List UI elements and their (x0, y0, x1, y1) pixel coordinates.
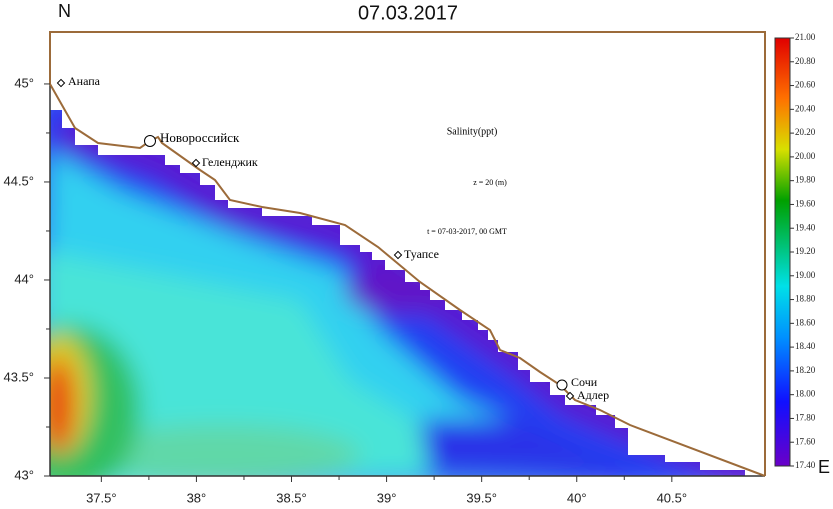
y-tick-label: 43.5° (3, 369, 34, 384)
east-label: E (818, 457, 830, 477)
x-tick-label: 37.5° (86, 490, 117, 505)
city-label: Анапа (68, 74, 101, 88)
colorbar-tick-label: 17.80 (795, 413, 816, 423)
colorbar-tick-label: 18.20 (795, 365, 816, 375)
city-marker (556, 379, 568, 391)
map-title: 07.03.2017 (358, 2, 458, 24)
city-marker (144, 135, 156, 147)
colorbar-tick-label: 19.00 (795, 270, 816, 280)
colorbar-tick-label: 20.60 (795, 80, 816, 90)
colorbar-tick-label: 20.80 (795, 56, 816, 66)
depth-annotation: z = 20 (m) (473, 178, 507, 187)
colorbar-tick-label: 19.60 (795, 199, 816, 209)
x-tick-label: 38° (187, 490, 207, 505)
colorbar (774, 37, 791, 467)
colorbar-tick-label: 17.60 (795, 436, 816, 446)
y-tick-label: 44.5° (3, 173, 34, 188)
colorbar-tick-label: 21.00 (795, 32, 816, 42)
colorbar-tick-label: 18.60 (795, 317, 816, 327)
city-label: Новороссийск (160, 130, 240, 145)
x-tick-label: 38.5° (276, 490, 307, 505)
salinity-field (50, 110, 745, 476)
colorbar-tick-label: 19.80 (795, 175, 816, 185)
city-marker (565, 391, 575, 401)
y-tick-label: 43° (14, 467, 34, 482)
north-label: N (58, 1, 71, 21)
y-tick-label: 45° (14, 75, 34, 90)
x-tick-label: 40.5° (657, 490, 688, 505)
colorbar-tick-label: 20.00 (795, 151, 816, 161)
y-tick-label: 44° (14, 271, 34, 286)
city-label: Геленджик (202, 155, 258, 169)
colorbar-tick-label: 20.40 (795, 103, 816, 113)
city-label: Туапсе (404, 247, 439, 261)
x-tick-label: 39° (377, 490, 397, 505)
map-frame (49, 31, 766, 476)
colorbar-tick-label: 18.00 (795, 389, 816, 399)
colorbar-tick-label: 17.40 (795, 460, 816, 470)
colorbar-tick-label: 18.80 (795, 294, 816, 304)
city-label: Сочи (571, 375, 598, 389)
variable-annotation: Salinity(ppt) (447, 126, 498, 137)
colorbar-tick-label: 18.40 (795, 341, 816, 351)
city-marker (191, 158, 201, 168)
x-tick-label: 40° (567, 490, 587, 505)
cities: Анапа Новороссийск Геленджик Туапсе Сочи… (56, 74, 609, 402)
colorbar-tick-label: 20.20 (795, 127, 816, 137)
colorbar-tick-label: 19.40 (795, 222, 816, 232)
x-tick-label: 39.5° (466, 490, 497, 505)
time-annotation: t = 07-03-2017, 00 GMT (427, 227, 507, 236)
colorbar-tick-label: 19.20 (795, 246, 816, 256)
city-label: Адлер (577, 388, 609, 402)
city-marker (393, 250, 403, 260)
city-marker (56, 78, 66, 88)
